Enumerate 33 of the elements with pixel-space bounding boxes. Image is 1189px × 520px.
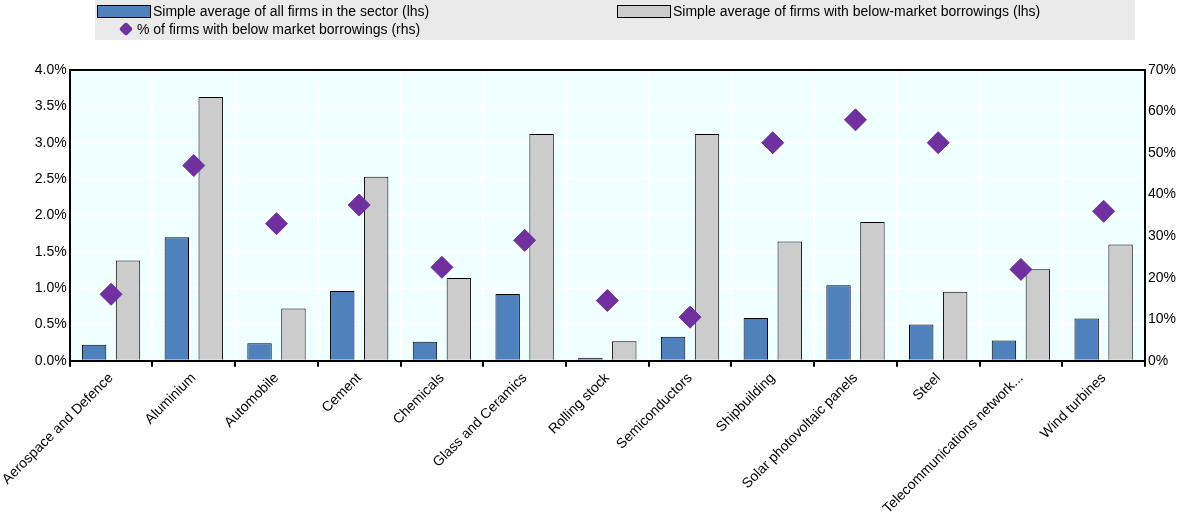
point: [1092, 199, 1116, 223]
point: [595, 289, 619, 313]
point: [182, 154, 206, 178]
y-tick-label: 0.5%: [34, 315, 67, 332]
y-tick-label: 0.0%: [34, 351, 67, 368]
y2-tick-label: 30%: [1147, 227, 1177, 244]
point: [761, 131, 785, 155]
y-tick-label: 2.5%: [34, 169, 67, 186]
y2-tick-label: 10%: [1147, 310, 1177, 327]
legend-label: Simple average of all firms in the sector (lhs): [153, 2, 430, 20]
y-tick-label: 3.5%: [34, 97, 67, 114]
y2-tick-label: 70%: [1147, 60, 1177, 77]
point: [264, 212, 288, 236]
y-tick-label: 4.0%: [34, 60, 67, 77]
y2-tick-label: 50%: [1147, 143, 1177, 160]
point: [347, 193, 371, 217]
y2-tick-label: 40%: [1147, 185, 1177, 202]
point: [843, 108, 867, 132]
point: [99, 282, 123, 306]
point: [926, 131, 950, 155]
point: [678, 305, 702, 329]
y2-tick-label: 60%: [1147, 102, 1177, 119]
point: [513, 228, 537, 252]
y2-tick-label: 0%: [1147, 351, 1169, 368]
y-tick-label: 1.5%: [34, 242, 67, 259]
y2-tick-label: 20%: [1147, 268, 1177, 285]
point: [430, 255, 454, 279]
legend-label: Simple average of firms with below-market borrowings (lhs): [673, 2, 1041, 20]
y-tick-label: 2.0%: [34, 206, 67, 223]
legend-label: % of firms with below market borrowings (rhs): [137, 20, 421, 38]
point: [1009, 257, 1033, 281]
y-tick-label: 1.0%: [34, 278, 67, 295]
y-tick-label: 3.0%: [34, 133, 67, 150]
